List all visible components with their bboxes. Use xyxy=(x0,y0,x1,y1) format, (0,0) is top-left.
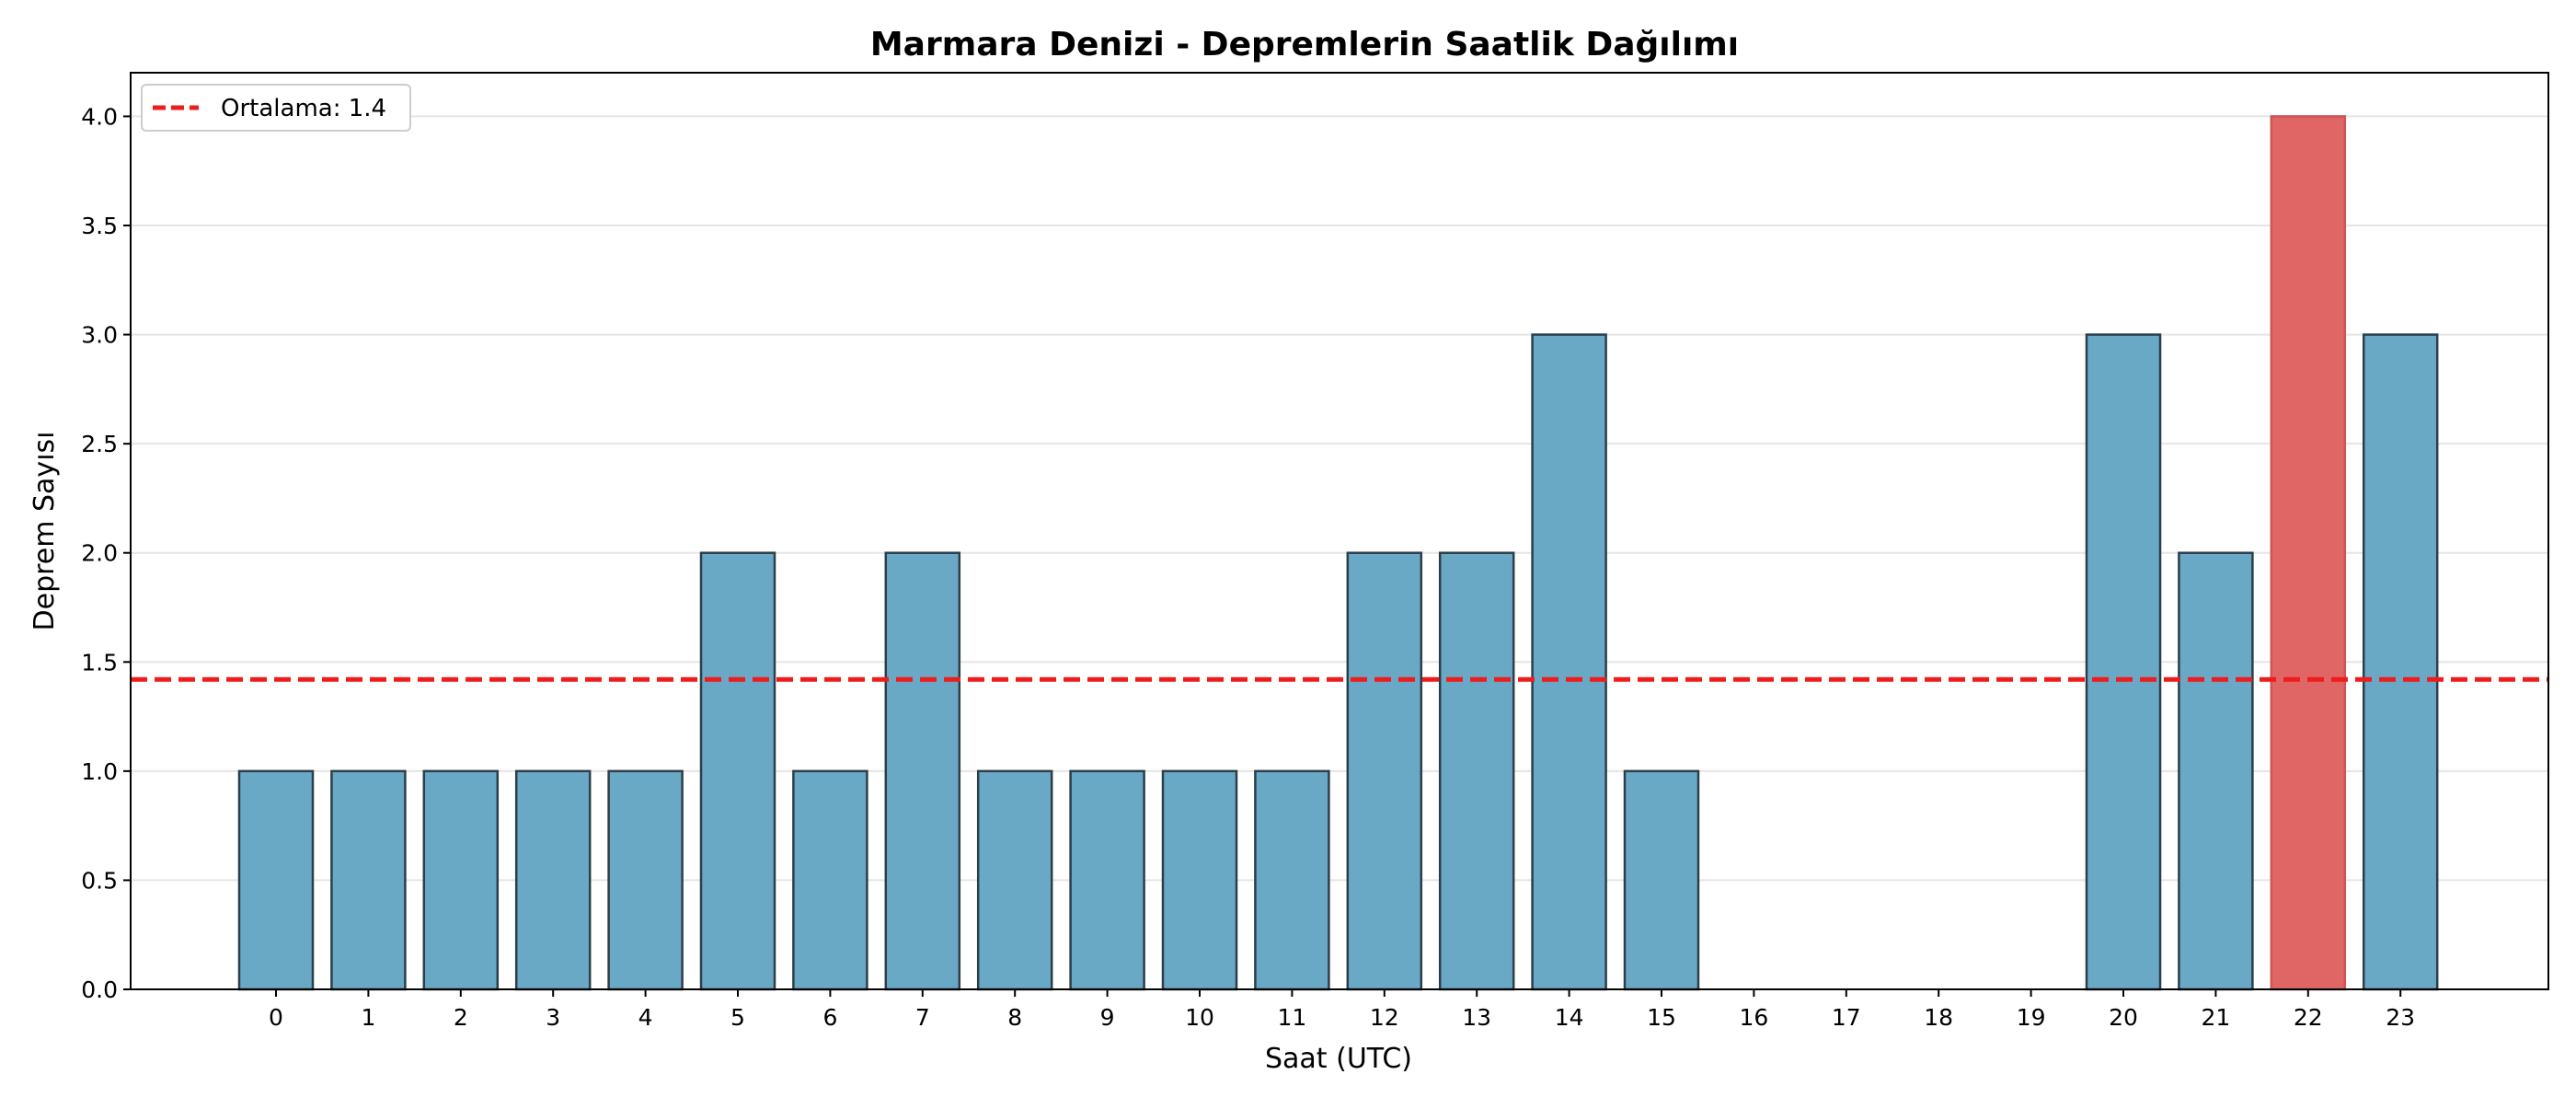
bar-15 xyxy=(1623,769,1700,991)
y-tick-label: 0.5 xyxy=(81,867,118,894)
x-tick-label: 23 xyxy=(2386,1004,2415,1031)
y-tick-label: 2.0 xyxy=(81,540,118,567)
x-tick-label: 22 xyxy=(2294,1004,2323,1031)
y-axis-label: Deprem Sayısı xyxy=(29,432,61,631)
bar-13 xyxy=(1438,551,1515,991)
bar-5 xyxy=(699,551,776,991)
x-tick-label: 9 xyxy=(1100,1004,1115,1031)
x-tick-label: 8 xyxy=(1007,1004,1022,1031)
x-tick-label: 2 xyxy=(454,1004,468,1031)
bar-11 xyxy=(1254,769,1330,991)
bar-1 xyxy=(330,769,407,991)
y-tick-label: 4.0 xyxy=(81,103,118,130)
x-tick-label: 13 xyxy=(1462,1004,1491,1031)
x-tick-label: 11 xyxy=(1277,1004,1306,1031)
y-tick-label: 1.0 xyxy=(81,758,118,785)
x-tick-label: 1 xyxy=(361,1004,375,1031)
x-tick-label: 17 xyxy=(1832,1004,1861,1031)
bar-9 xyxy=(1069,769,1145,991)
x-tick-label: 10 xyxy=(1185,1004,1214,1031)
x-tick-label: 12 xyxy=(1370,1004,1399,1031)
y-tick-label: 1.5 xyxy=(81,649,118,676)
legend: Ortalama: 1.4 xyxy=(141,84,411,132)
bar-8 xyxy=(976,769,1053,991)
legend-box xyxy=(141,84,411,132)
x-tick-label: 14 xyxy=(1555,1004,1584,1031)
bar-4 xyxy=(607,769,684,991)
x-tick-label: 21 xyxy=(2201,1004,2230,1031)
bars xyxy=(237,115,2439,991)
x-axis-label: Saat (UTC) xyxy=(1265,1043,1412,1075)
y-tick-label: 2.5 xyxy=(81,431,118,457)
bar-10 xyxy=(1161,769,1238,991)
bar-20 xyxy=(2085,333,2162,991)
y-tick-label: 3.0 xyxy=(81,322,118,349)
bar-7 xyxy=(884,551,961,991)
bar-6 xyxy=(792,769,868,991)
bar-2 xyxy=(422,769,500,991)
chart-title: Marmara Denizi - Depremlerin Saatlik Dağ… xyxy=(870,26,1739,64)
x-tick-label: 0 xyxy=(269,1004,283,1031)
bar-21 xyxy=(2178,551,2254,991)
x-tick-label: 4 xyxy=(638,1004,653,1031)
x-tick-label: 19 xyxy=(2017,1004,2046,1031)
x-tick-label: 18 xyxy=(1924,1004,1953,1031)
legend-label: Ortalama: 1.4 xyxy=(221,95,386,122)
plot-frame xyxy=(130,72,2549,990)
bar-22 xyxy=(2270,115,2347,991)
x-tick-label: 3 xyxy=(546,1004,560,1031)
bar-0 xyxy=(237,769,315,991)
bar-3 xyxy=(514,769,592,991)
x-tick-label: 6 xyxy=(822,1004,837,1031)
x-tick-label: 20 xyxy=(2109,1004,2138,1031)
bar-12 xyxy=(1346,551,1423,991)
y-tick-label: 3.5 xyxy=(81,213,118,239)
y-tick-label: 0.0 xyxy=(81,976,118,1003)
x-tick-label: 7 xyxy=(915,1004,930,1031)
x-tick-label: 5 xyxy=(730,1004,745,1031)
x-tick-label: 15 xyxy=(1647,1004,1676,1031)
y-axis-ticks: 0.0 0.5 1.0 1.5 2.0 2.5 3.0 3.5 4.0 xyxy=(81,103,131,1003)
x-axis-ticks: 0 1 2 3 4 5 6 7 8 9 10 11 12 13 14 15 16 17 18 19 20 21 22 23 xyxy=(269,989,2415,1031)
bar-14 xyxy=(1531,333,1607,991)
x-tick-label: 16 xyxy=(1739,1004,1768,1031)
bar-23 xyxy=(2362,333,2439,991)
